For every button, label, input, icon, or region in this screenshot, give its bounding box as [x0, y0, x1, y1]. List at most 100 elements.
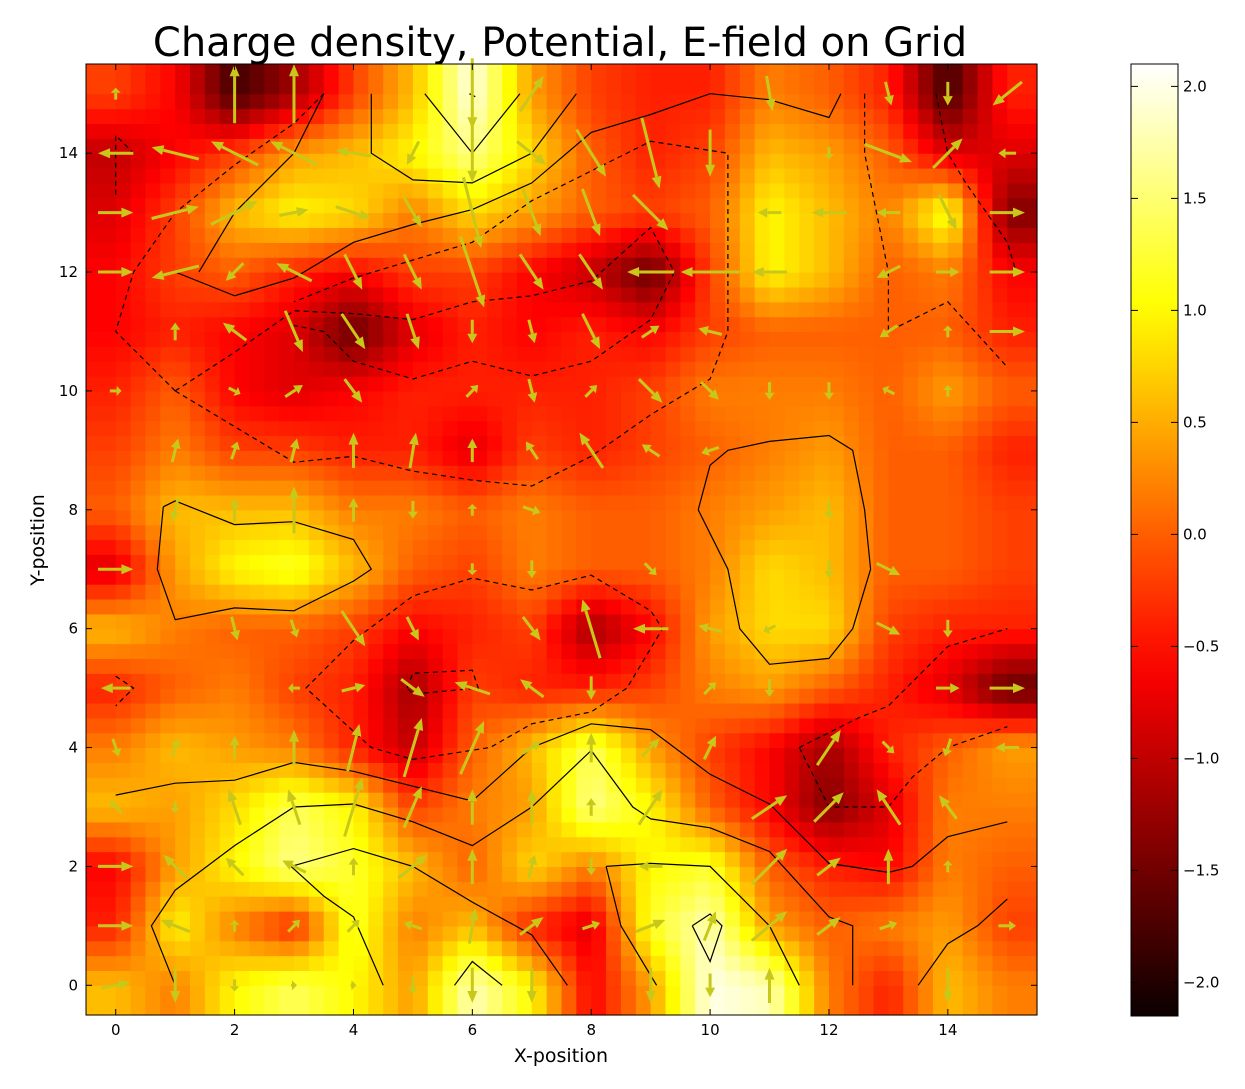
heatmap-cell	[86, 747, 102, 763]
heatmap-cell	[160, 970, 176, 986]
heatmap-cell	[472, 792, 488, 808]
heatmap-cell	[115, 955, 132, 972]
heatmap-cell	[130, 896, 147, 912]
heatmap-cell	[873, 628, 890, 645]
heatmap-cell	[873, 316, 890, 333]
heatmap-cell	[264, 480, 280, 496]
heatmap-cell	[858, 569, 875, 585]
heatmap-cell	[130, 108, 147, 125]
heatmap-cell	[754, 955, 771, 972]
heatmap-cell	[204, 420, 221, 437]
heatmap-cell	[561, 405, 577, 422]
heatmap-cell	[873, 970, 890, 986]
heatmap-cell	[665, 1000, 681, 1016]
heatmap-cell	[442, 762, 459, 778]
heatmap-cell	[650, 821, 667, 838]
heatmap-cell	[130, 985, 147, 1001]
heatmap-cell	[858, 717, 875, 734]
heatmap-cell	[86, 435, 102, 451]
heatmap-cell	[1022, 628, 1038, 645]
heatmap-cell	[1022, 717, 1038, 734]
heatmap-cell	[932, 108, 949, 125]
heatmap-cell	[680, 851, 696, 868]
heatmap-cell	[858, 212, 875, 229]
heatmap-cell	[472, 925, 488, 942]
heatmap-cell	[724, 390, 741, 407]
heatmap-cell	[160, 316, 176, 333]
heatmap-cell	[799, 866, 815, 882]
heatmap-cell	[606, 257, 622, 273]
heatmap-cell	[502, 435, 518, 451]
heatmap-cell	[531, 316, 548, 333]
heatmap-cell	[160, 524, 176, 541]
heatmap-cell	[576, 346, 592, 362]
heatmap-cell	[799, 524, 815, 541]
heatmap-cell	[427, 925, 444, 942]
heatmap-cell	[591, 435, 607, 451]
heatmap-cell	[814, 197, 830, 214]
heatmap-cell	[502, 896, 518, 912]
heatmap-cell	[516, 539, 533, 555]
heatmap-cell	[338, 955, 355, 972]
efield-arrow	[750, 848, 788, 886]
heatmap-cell	[858, 584, 875, 600]
heatmap-cell	[903, 435, 919, 451]
heatmap-cell	[828, 970, 845, 986]
heatmap-cell	[784, 569, 800, 585]
heatmap-cell	[710, 108, 726, 125]
heatmap-cell	[219, 628, 236, 645]
heatmap-cell	[739, 405, 756, 422]
heatmap-cell	[635, 970, 652, 986]
heatmap-cell	[724, 465, 741, 481]
heatmap-cell	[219, 598, 236, 615]
heatmap-cell	[724, 316, 741, 333]
heatmap-cell	[353, 955, 369, 972]
heatmap-cell	[843, 985, 860, 1001]
heatmap-cell	[695, 420, 711, 437]
heatmap-cell	[204, 78, 221, 95]
heatmap-cell	[487, 762, 503, 778]
heatmap-cell	[561, 643, 577, 659]
heatmap-cell	[977, 93, 994, 110]
heatmap-cell	[576, 524, 592, 541]
heatmap-cell	[115, 420, 132, 437]
heatmap-cell	[145, 702, 161, 719]
efield-arrow	[527, 319, 538, 344]
heatmap-cell	[739, 643, 756, 659]
heatmap-cell	[531, 257, 548, 273]
heatmap-cell	[947, 182, 964, 199]
heatmap-cell	[368, 598, 384, 615]
heatmap-cell	[784, 628, 800, 645]
heatmap-cell	[680, 450, 696, 466]
heatmap-cell	[591, 197, 607, 214]
heatmap-cell	[368, 673, 384, 689]
heatmap-cell	[932, 420, 949, 437]
heatmap-cell	[487, 331, 503, 347]
heatmap-cell	[383, 524, 399, 541]
heatmap-cell	[903, 910, 919, 927]
heatmap-cell	[368, 78, 384, 95]
efield-arrow	[645, 967, 656, 1003]
heatmap-cell	[145, 777, 161, 793]
contour-line-negative	[115, 133, 135, 195]
heatmap-cell	[947, 331, 964, 347]
heatmap-cell	[531, 197, 548, 214]
heatmap-cell	[769, 227, 785, 243]
heatmap-cell	[680, 361, 696, 377]
heatmap-cell	[561, 242, 577, 258]
heatmap-cell	[115, 272, 132, 288]
heatmap-cell	[100, 554, 117, 570]
heatmap-cell	[769, 331, 785, 347]
heatmap-cell	[412, 316, 429, 333]
heatmap-cell	[1022, 762, 1038, 778]
heatmap-cell	[1007, 435, 1023, 451]
efield-arrow	[335, 205, 372, 220]
heatmap-cell	[472, 182, 488, 199]
heatmap-cell	[754, 1000, 771, 1016]
heatmap-cell	[279, 747, 295, 763]
heatmap-cell	[784, 435, 800, 451]
heatmap-cell	[234, 405, 251, 422]
heatmap-cell	[398, 539, 414, 555]
heatmap-cell	[412, 64, 429, 80]
heatmap-cell	[903, 896, 919, 912]
